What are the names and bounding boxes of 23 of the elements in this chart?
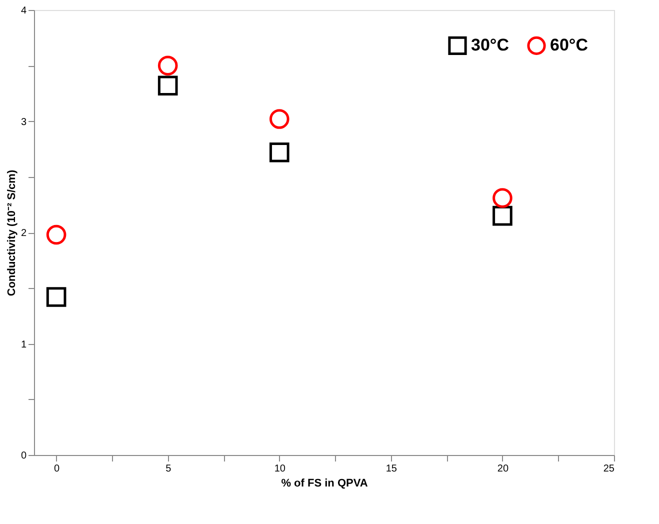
- legend-label: 30°C: [471, 36, 509, 55]
- y-tick-label: 4: [20, 6, 27, 16]
- x-axis-title: % of FS in QPVA: [281, 478, 368, 490]
- point: [158, 56, 178, 76]
- x-tick-label: 15: [386, 464, 398, 474]
- x-tick-label: 20: [497, 464, 509, 474]
- y-tick-label: 1: [20, 339, 27, 350]
- point: [269, 142, 290, 162]
- x-tick-label: 5: [166, 464, 172, 474]
- legend-label: 60°C: [550, 36, 588, 55]
- point: [46, 224, 66, 245]
- point: [492, 206, 512, 226]
- x-tick-label: 0: [54, 464, 60, 474]
- point: [492, 188, 512, 208]
- y-axis-title: Conductivity (10⁻² S/cm): [6, 170, 18, 296]
- point: [46, 287, 66, 307]
- point: [158, 76, 178, 96]
- x-tick-label: 10: [274, 464, 286, 474]
- y-tick-label: 0: [20, 450, 27, 462]
- y-tick-label: 3: [20, 116, 27, 128]
- x-tick-label: 25: [603, 464, 615, 474]
- y-tick-label: 2: [20, 228, 27, 239]
- point: [269, 109, 290, 129]
